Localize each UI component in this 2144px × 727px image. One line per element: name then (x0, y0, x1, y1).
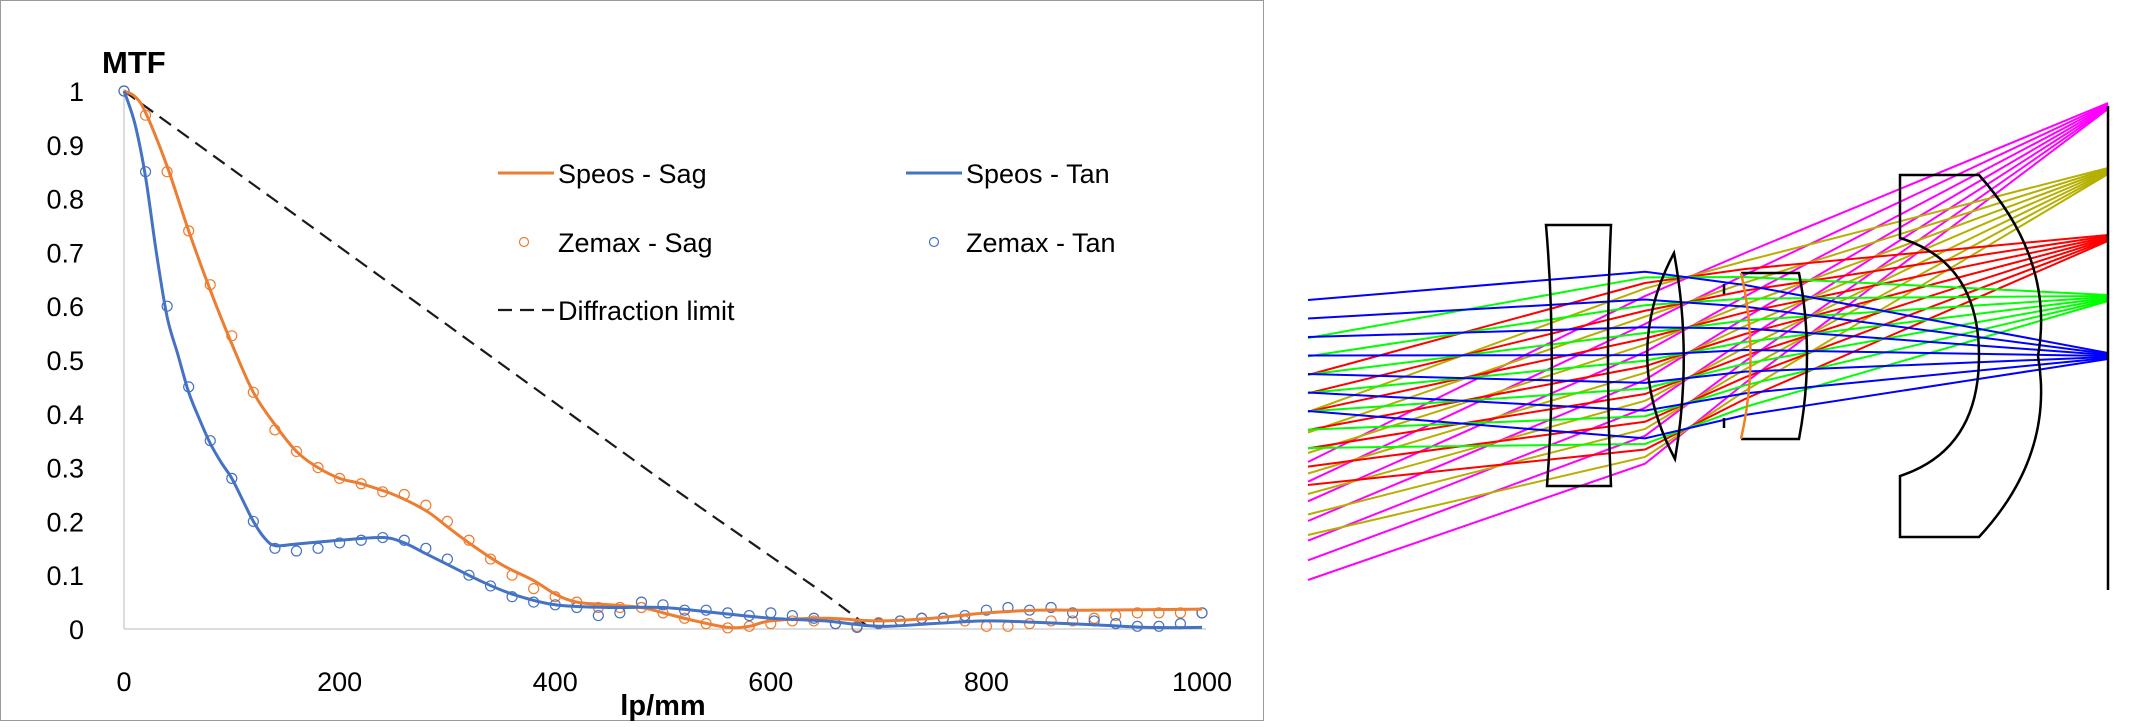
data-point (118, 85, 130, 97)
lens-1-biconcave (1544, 223, 1613, 488)
series-line (123, 89, 1203, 630)
legend-label-diffraction-limit: Diffraction limit (558, 296, 735, 326)
data-point (1131, 607, 1143, 619)
ray (1307, 275, 2109, 339)
ray (1307, 235, 2109, 395)
data-point (1045, 601, 1057, 614)
ray (1307, 234, 2109, 376)
data-point (851, 621, 863, 633)
y-tick-label: 0 (69, 615, 84, 645)
mtf-chart-panel: MTF lp/mm 0 0.1 0.2 0.3 0.4 0.5 0.6 0.7 0.8 0.9 1 … (0, 0, 1264, 722)
lens-4-meniscus (1898, 173, 2043, 539)
x-tick-label: 600 (748, 667, 793, 697)
ray (1307, 298, 2109, 355)
data-point (980, 620, 993, 632)
y-tick-label: 1 (69, 77, 84, 107)
series-line (122, 90, 1203, 630)
data-point (183, 225, 195, 237)
x-tick-label: 1000 (1172, 667, 1232, 697)
legend-swatch-zemax-sag (518, 236, 530, 248)
x-axis-title: lp/mm (620, 690, 705, 722)
series-line (123, 90, 869, 628)
lens-ray-trace-diagram (1307, 102, 2110, 590)
ray (1307, 357, 2109, 412)
series-speos-tan (122, 90, 1203, 630)
y-tick-label: 0.6 (46, 292, 84, 322)
ray (1307, 270, 2109, 354)
data-point (290, 545, 303, 557)
data-point (1045, 615, 1057, 627)
data-point (765, 607, 777, 619)
ray (1307, 358, 2109, 440)
data-point (1067, 615, 1079, 627)
ray-fans (1307, 102, 2109, 581)
y-axis-title: MTF (102, 45, 166, 80)
x-tick-label: 800 (964, 667, 1009, 697)
ray (1307, 108, 2109, 581)
ray (1307, 236, 2109, 413)
data-point (872, 618, 885, 630)
series-speos-sag (123, 89, 1203, 630)
y-tick-label: 0.1 (46, 561, 84, 591)
mtf-chart: MTF lp/mm 00.10.20.30.40.50.60.70.80.91 … (46, 45, 1232, 722)
data-point (247, 515, 259, 528)
data-point (1153, 607, 1165, 619)
ray (1307, 295, 2109, 358)
data-point (312, 462, 324, 474)
data-point (592, 609, 604, 622)
lens-2-biconvex (1646, 249, 1685, 463)
legend: Speos - Sag Speos - Tan Zemax - Sag Zema… (498, 159, 1116, 326)
ray (1307, 326, 2109, 356)
y-tick-label: 0.2 (46, 507, 84, 537)
data-point (484, 580, 497, 592)
lens-3 (1741, 271, 1809, 441)
data-point (463, 569, 475, 581)
ray (1307, 106, 2109, 542)
y-tick-label: 0.7 (46, 238, 84, 268)
legend-label-speos-tan: Speos - Tan (966, 159, 1110, 189)
legend-label-zemax-sag: Zemax - Sag (558, 228, 713, 258)
data-point (980, 604, 993, 616)
y-tick-label: 0.5 (46, 346, 84, 376)
y-tick-label: 0.8 (46, 185, 84, 215)
series-diffraction-limit (123, 90, 869, 628)
ray (1307, 167, 2109, 413)
data-point (334, 537, 346, 549)
ray (1307, 296, 2109, 376)
data-point (226, 472, 238, 484)
data-point (247, 386, 259, 398)
x-tick-label: 400 (533, 667, 578, 697)
y-tick-label: 0.3 (46, 454, 84, 484)
data-point (484, 553, 497, 565)
ray (1307, 356, 2109, 384)
legend-label-zemax-tan: Zemax - Tan (966, 228, 1116, 258)
data-point (312, 542, 324, 554)
data-point (290, 445, 303, 458)
data-point (657, 599, 669, 611)
data-point (1196, 607, 1208, 619)
data-point (1110, 618, 1122, 630)
y-tick-label: 0.9 (46, 131, 84, 161)
stop-surface (1739, 272, 1752, 440)
legend-label-speos-sag: Speos - Sag (558, 159, 707, 189)
legend-swatch-zemax-tan (928, 236, 940, 248)
y-tick-label: 0.4 (46, 400, 84, 430)
ray (1307, 348, 2109, 357)
data-point (528, 583, 540, 595)
x-tick-label: 0 (116, 667, 131, 697)
x-tick-label: 200 (317, 667, 362, 697)
data-point (269, 542, 281, 554)
data-point (1067, 607, 1079, 619)
